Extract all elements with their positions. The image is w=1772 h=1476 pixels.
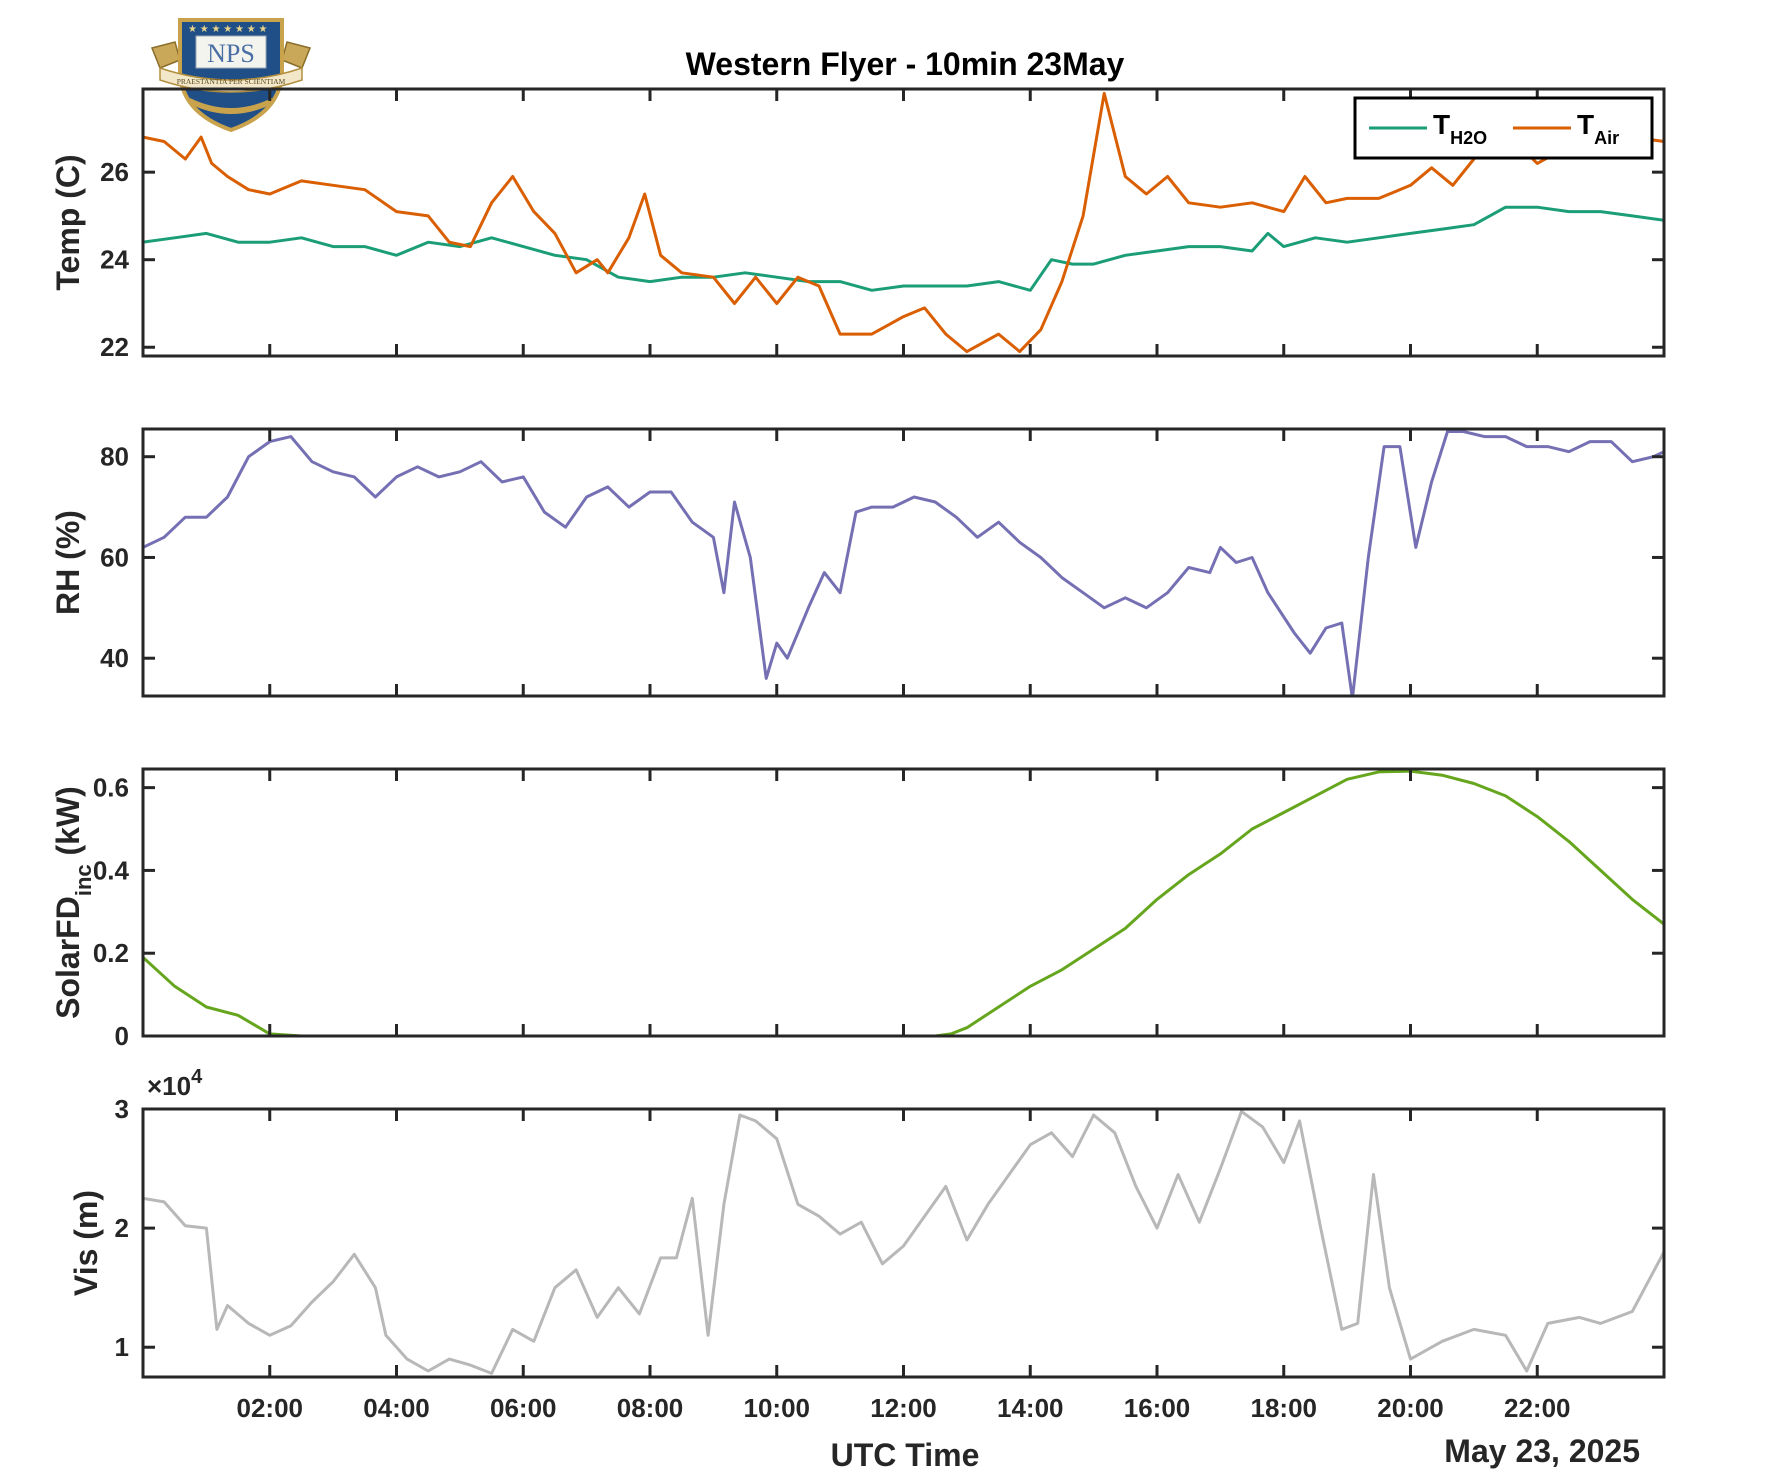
x-tick-label: 16:00 xyxy=(1124,1393,1191,1423)
x-tick-label: 12:00 xyxy=(870,1393,937,1423)
panel-4: 02:00 04:00 06:00 08:00 10:00 12:00 14:00 16:00… xyxy=(68,1066,1666,1423)
y-axis-label: SolarFDinc (kW) xyxy=(50,786,96,1019)
legend-entry-t-air: TAir xyxy=(1577,109,1619,148)
x-tick-label: 18:00 xyxy=(1251,1393,1318,1423)
y-tick-label: 0.4 xyxy=(93,855,130,885)
date-label: May 23, 2025 xyxy=(1444,1433,1640,1469)
x-tick-label: 10:00 xyxy=(744,1393,811,1423)
y-axis-label: RH (%) xyxy=(50,510,86,615)
x-tick-label: 20:00 xyxy=(1377,1393,1444,1423)
y-exponent-label: ×104 xyxy=(147,1066,203,1101)
series-line-panel4-0 xyxy=(143,1109,1664,1375)
y-tick-label: 1 xyxy=(115,1332,129,1362)
y-tick-label: 3 xyxy=(115,1094,129,1124)
chart-title: Western Flyer - 10min 23May xyxy=(686,46,1125,82)
x-tick-label: 06:00 xyxy=(490,1393,557,1423)
y-tick-label: 0.2 xyxy=(93,938,129,968)
nps-logo: ★ ★ ★ ★ ★ ★ ★ NPS PRAESTANTIA PER SCIENT… xyxy=(150,18,312,133)
legend-entry-t-h2o: TH2O xyxy=(1433,109,1487,148)
legend: TH2O TAir xyxy=(1353,96,1654,160)
x-axis-label: UTC Time xyxy=(831,1437,980,1473)
series-line-panel2-0 xyxy=(143,430,1664,696)
series-line-t-air xyxy=(143,91,1664,354)
series-line-t-h2o xyxy=(143,205,1664,292)
y-tick-label: 40 xyxy=(100,643,129,673)
svg-text:★ ★ ★ ★ ★ ★ ★: ★ ★ ★ ★ ★ ★ ★ xyxy=(188,24,267,35)
y-tick-label: 0 xyxy=(115,1021,129,1051)
axes-box xyxy=(141,1107,1666,1379)
x-tick-label: 08:00 xyxy=(617,1393,684,1423)
y-tick-label: 22 xyxy=(100,332,129,362)
panel-1: 22 24 26 Temp (C) TH2O TAir xyxy=(50,87,1666,362)
y-tick-label: 24 xyxy=(100,245,129,275)
y-tick-label: 80 xyxy=(100,442,129,472)
y-axis-label: Temp (C) xyxy=(50,154,86,290)
y-tick-label: 0.6 xyxy=(93,773,129,803)
logo-text: NPS xyxy=(207,39,255,68)
panel-2: 40 60 80 RH (%) xyxy=(50,427,1666,698)
series-line-panel3-0 xyxy=(143,769,1664,1036)
y-tick-label: 60 xyxy=(100,542,129,572)
y-tick-label: 2 xyxy=(115,1213,129,1243)
y-tick-label: 26 xyxy=(100,157,129,187)
y-axis-label: Vis (m) xyxy=(68,1190,104,1296)
axes-box xyxy=(141,767,1666,1038)
x-tick-label: 04:00 xyxy=(363,1393,430,1423)
logo-motto: PRAESTANTIA PER SCIENTIAM xyxy=(177,77,286,86)
x-tick-label: 22:00 xyxy=(1504,1393,1571,1423)
x-tick-label: 02:00 xyxy=(237,1393,304,1423)
x-tick-label: 14:00 xyxy=(997,1393,1064,1423)
